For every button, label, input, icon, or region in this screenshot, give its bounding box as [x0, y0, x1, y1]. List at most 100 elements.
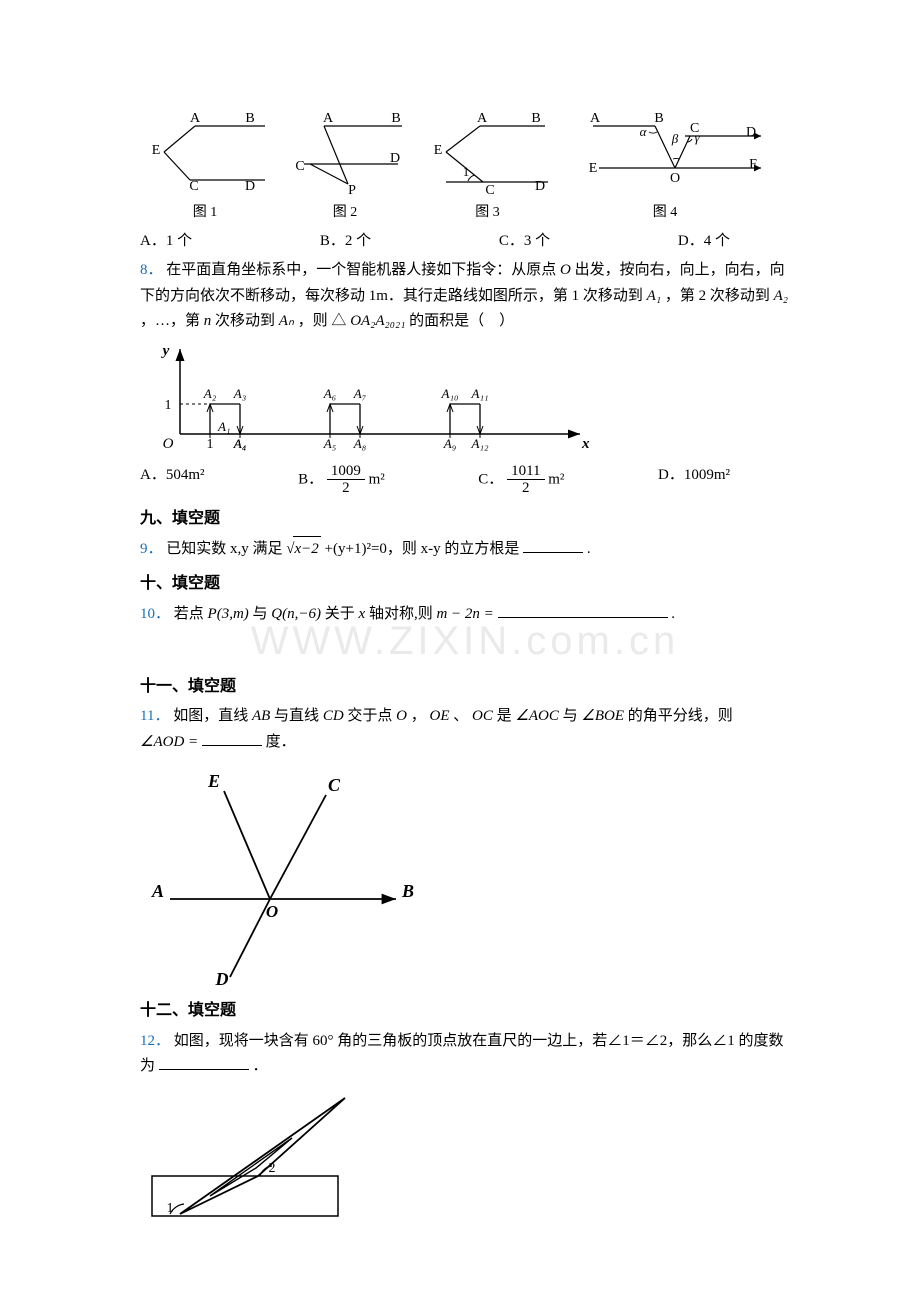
q10-blank [498, 603, 668, 618]
q9-num: 9． [140, 541, 163, 557]
svg-text:D: D [245, 179, 255, 194]
q7-fig2-svg: ABCDP [280, 104, 410, 199]
svg-text:A₇: A₇ [353, 386, 367, 401]
q9-tail: +(y+1)²=0，则 x-y 的立方根是 [325, 541, 520, 557]
svg-text:A: A [323, 111, 334, 126]
q8-optC-num: 1011 [507, 463, 544, 481]
svg-text:D: D [215, 969, 229, 989]
q11-t7: 与 [563, 708, 582, 724]
q7-figure-row: ABECD 图 1 ABCDP 图 2 ABE1CD 图 3 ABCDαβγEF… [140, 104, 790, 225]
q7-fig4-svg: ABCDαβγEFO [565, 104, 765, 199]
svg-text:A₅: A₅ [323, 436, 336, 451]
svg-text:D: D [390, 151, 400, 166]
q8-n: n [204, 313, 212, 329]
svg-text:E: E [207, 771, 220, 791]
svg-text:B: B [401, 881, 414, 901]
q7-fig2: ABCDP 图 2 [280, 104, 410, 225]
q10-stem: 10． 若点 P(3,m) 与 Q(n,−6) 关于 x 轴对称,则 m − 2… [140, 602, 790, 628]
q10-P: P(3,m) [208, 606, 249, 622]
svg-text:y: y [161, 343, 170, 359]
svg-text:A₆: A₆ [323, 386, 336, 401]
svg-text:C: C [189, 179, 198, 194]
q9-radical: x−2 [293, 536, 321, 563]
svg-text:B: B [391, 111, 400, 126]
q10-mid3: 轴对称,则 [369, 606, 437, 622]
q12-end: ． [253, 1058, 268, 1074]
section-11-heading: 十一、填空题 [140, 673, 790, 700]
q8-num: 8． [140, 262, 163, 278]
q9-end: . [587, 541, 591, 557]
q7-options: A．1 个 B．2 个 C．3 个 D．4 个 [140, 229, 790, 255]
svg-text:A₂: A₂ [203, 386, 217, 401]
q9-stem: 9． 已知实数 x,y 满足 √x−2 +(y+1)²=0，则 x-y 的立方根… [140, 536, 790, 563]
q8-optD: D．1009m² [658, 463, 730, 497]
q11-svg: ECABDO [140, 759, 420, 989]
q7-fig4: ABCDαβγEFO 图 4 [565, 104, 765, 225]
q8-t4: ，…，第 [140, 313, 204, 329]
svg-text:D: D [535, 179, 545, 194]
q8-optB-unit: m² [369, 471, 385, 487]
q8-optC-pre: C． [478, 471, 503, 487]
q8-A1: A₁ [647, 288, 661, 304]
svg-text:F: F [749, 157, 757, 172]
svg-text:O: O [163, 436, 174, 452]
svg-text:C: C [328, 775, 341, 795]
q11-ang2: ∠BOE [581, 708, 624, 724]
q10-Q: Q(n,−6) [271, 606, 321, 622]
svg-text:E: E [152, 143, 161, 158]
q8-optC-den: 2 [507, 480, 544, 497]
svg-text:B: B [654, 111, 663, 126]
q8-t7: 的面积是（ ） [409, 313, 514, 329]
q8-optD-val: 1009m² [684, 467, 730, 483]
q12-blank [159, 1055, 249, 1070]
q11-deg: 度． [266, 734, 296, 750]
svg-text:1: 1 [463, 164, 470, 179]
q8-optB-pre: B． [298, 471, 323, 487]
q7-fig1-cap: 图 1 [193, 201, 218, 225]
q11-t1: 如图，直线 [173, 708, 252, 724]
q8-axis-svg: yxO11A₂A₃A₆A₇A₁₀A₁₁A₁A₄A₄A₄A₅A₈A₉A₁₂ [140, 339, 590, 459]
q8-optC: C． 10112 m² [478, 463, 564, 497]
q8-A2: A₂ [774, 288, 788, 304]
svg-text:x: x [581, 436, 590, 452]
q12-num: 12． [140, 1033, 170, 1049]
q11-OC: OC [472, 708, 493, 724]
q8-t3: ，第 2 次移动到 [665, 288, 770, 304]
q12-svg: 12 [140, 1084, 360, 1229]
q7-fig1: ABECD 图 1 [140, 104, 270, 225]
svg-text:A₁₀: A₁₀ [441, 386, 459, 401]
svg-text:E: E [434, 143, 443, 158]
q8-optA-pre: A． [140, 467, 166, 483]
svg-text:C: C [485, 183, 494, 198]
svg-text:A₃: A₃ [233, 386, 246, 401]
svg-text:A₉: A₉ [443, 436, 456, 451]
q11-CD: CD [323, 708, 344, 724]
svg-text:A: A [477, 111, 488, 126]
q11-OE: OE [430, 708, 450, 724]
q7-fig4-cap: 图 4 [653, 201, 678, 225]
svg-text:A: A [190, 111, 201, 126]
svg-text:D: D [746, 125, 756, 140]
q10-pre: 若点 [174, 606, 204, 622]
q10-num: 10． [140, 606, 170, 622]
svg-text:α: α [640, 124, 648, 139]
q7-fig3: ABE1CD 图 3 [420, 104, 555, 225]
svg-text:A: A [151, 881, 164, 901]
q10-mid2: 关于 [325, 606, 359, 622]
svg-text:2: 2 [269, 1161, 276, 1176]
q8-An: Aₙ [279, 313, 294, 329]
svg-text:A₁₂: A₁₂ [471, 436, 489, 451]
q7-optC: C．3 个 [499, 229, 550, 255]
q7-optD: D．4 个 [678, 229, 730, 255]
svg-text:E: E [589, 161, 598, 176]
section-10-heading: 十、填空题 [140, 570, 790, 597]
q10-x: x [359, 606, 366, 622]
q8-t6: ，则 △ [298, 313, 347, 329]
q8-optB-num: 1009 [327, 463, 365, 481]
q11-t4: ， [411, 708, 426, 724]
q11-ang3: ∠AOD = [140, 734, 198, 750]
q10-end: . [671, 606, 675, 622]
q8-optD-pre: D． [658, 467, 684, 483]
svg-text:1: 1 [207, 437, 214, 452]
svg-text:γ: γ [694, 130, 700, 145]
